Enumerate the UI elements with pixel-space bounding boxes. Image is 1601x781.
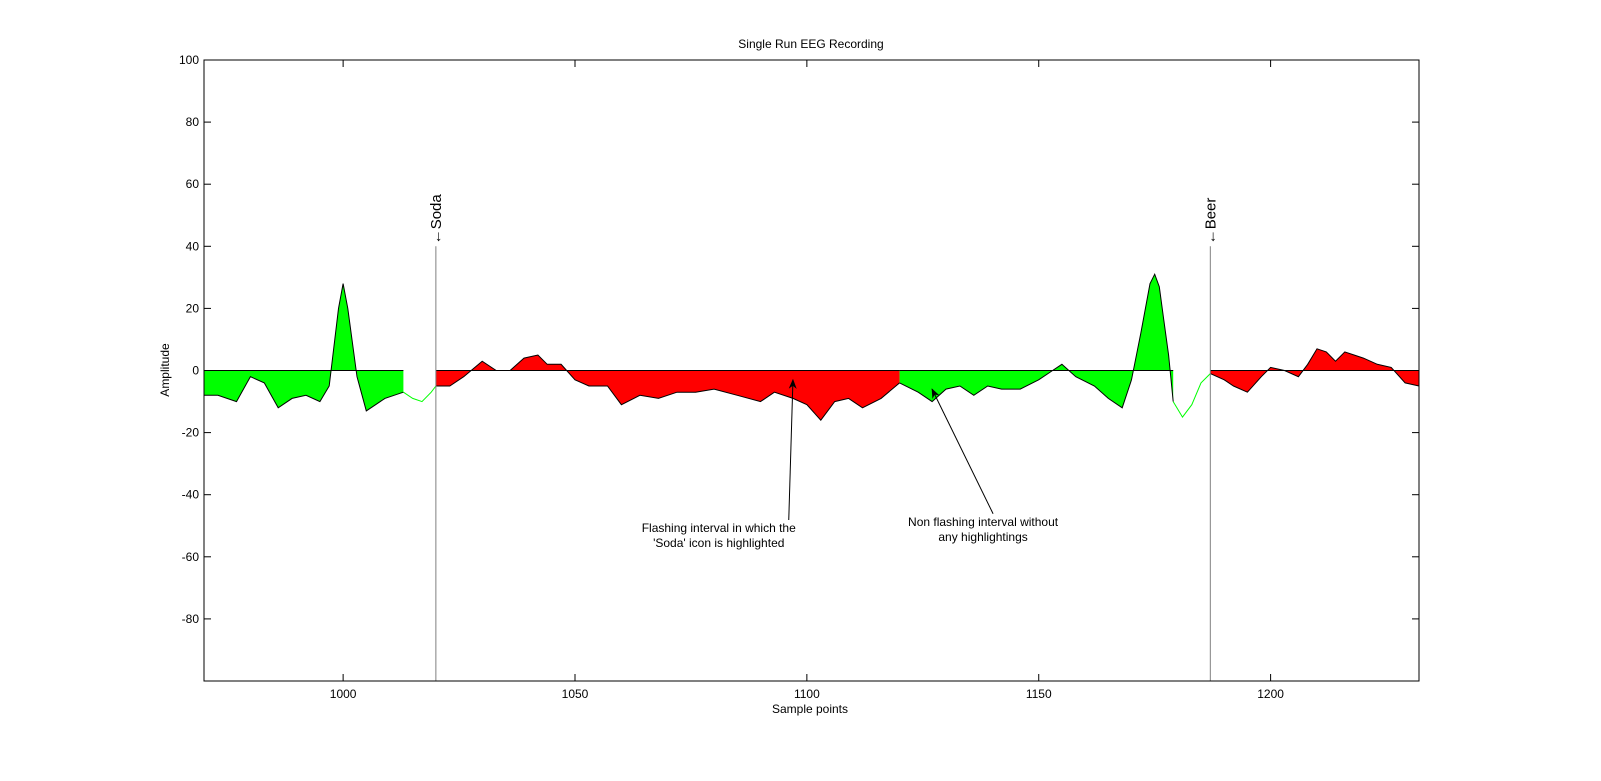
y-axis-label: Amplitude <box>158 343 172 397</box>
event-marker-label-1: ←Beer <box>1202 198 1219 245</box>
area-segment-3 <box>899 274 1174 408</box>
signal-line-2 <box>435 354 900 421</box>
annotation-arrow-0 <box>788 378 797 520</box>
signal-line-5 <box>1210 348 1420 393</box>
gap-line-1 <box>403 385 437 403</box>
annotation-text-0-1: 'Soda' icon is highlighted <box>653 536 784 550</box>
y-tick-label-9: -80 <box>182 612 200 626</box>
chart-title: Single Run EEG Recording <box>738 37 883 51</box>
area-segment-2 <box>435 355 900 421</box>
x-tick-label-2: 1100 <box>794 687 820 701</box>
plot-frame <box>203 59 1420 682</box>
x-axis-label: Sample points <box>772 702 848 716</box>
annotation-text-1-0: Non flashing interval without <box>908 515 1059 529</box>
gap-line-4 <box>1172 373 1211 418</box>
y-tick-label-6: -20 <box>182 426 200 440</box>
signal-line-3 <box>899 272 1174 409</box>
x-tick-label-3: 1150 <box>1026 687 1052 701</box>
annotation-arrow-1 <box>931 388 994 514</box>
y-tick-label-7: -40 <box>182 488 200 502</box>
y-tick-label-2: 60 <box>186 177 200 191</box>
annotation-text-1-1: any highlightings <box>938 530 1027 544</box>
annotations: Flashing interval in which the'Soda' ico… <box>642 378 1059 550</box>
signal-lines <box>204 272 1420 421</box>
x-tick-label-4: 1200 <box>1257 687 1284 701</box>
event-marker-label-0: ←Soda <box>428 194 445 245</box>
y-tick-label-1: 80 <box>186 115 200 129</box>
x-tick-label-1: 1050 <box>562 687 589 701</box>
y-tick-label-5: 0 <box>192 364 199 378</box>
axis-ticks: 1000 1050 1100 1150 1200 100 80 60 40 20 0 -20 -40 -6… <box>179 53 1419 701</box>
annotation-text-0-0: Flashing interval in which the <box>642 521 796 535</box>
x-tick-label-0: 1000 <box>330 687 357 701</box>
area-segment-0 <box>204 283 404 411</box>
y-tick-label-8: -60 <box>182 550 200 564</box>
y-tick-label-0: 100 <box>179 53 199 67</box>
y-tick-label-3: 40 <box>186 239 200 253</box>
event-markers: ←Soda ←Beer <box>428 194 1219 681</box>
y-tick-label-4: 20 <box>186 301 200 315</box>
signal-line-0 <box>204 283 404 412</box>
